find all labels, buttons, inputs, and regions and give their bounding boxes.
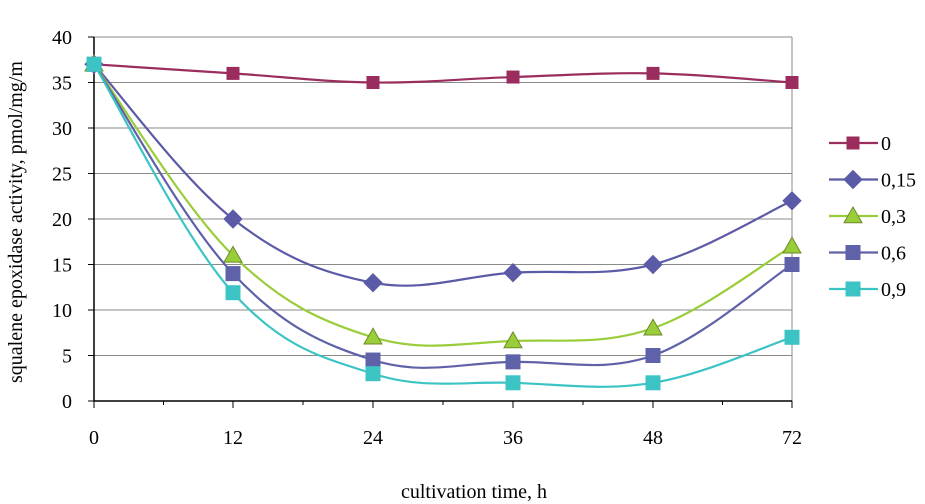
- data-point-marker: [782, 236, 802, 254]
- data-point-marker: [506, 70, 520, 84]
- data-point-marker: [505, 354, 521, 370]
- legend-marker: [845, 245, 861, 260]
- data-point-marker: [645, 375, 661, 391]
- data-point-marker: [363, 272, 383, 293]
- data-point-marker: [226, 66, 240, 80]
- series-line: [93, 63, 793, 84]
- data-point-marker: [782, 191, 802, 211]
- series-line: [93, 63, 793, 347]
- data-point-marker: [505, 375, 521, 391]
- legend-marker: [843, 169, 863, 190]
- legend-label: 0,6: [881, 243, 906, 265]
- y-tick-label: 25: [52, 164, 72, 186]
- series-5: [86, 56, 800, 391]
- x-tick-label: 72: [782, 427, 802, 449]
- data-point-marker: [643, 254, 663, 275]
- y-tick-label: 30: [52, 118, 72, 140]
- legend-label: 0,15: [881, 170, 916, 192]
- data-point-marker: [643, 318, 663, 336]
- data-point-marker: [365, 352, 381, 368]
- data-point-marker: [503, 262, 523, 283]
- series-1: [87, 57, 799, 89]
- legend-marker: [843, 205, 863, 224]
- legend: 0 0,15 0,3 0,6 0,9: [829, 133, 916, 301]
- legend-item: 0,6: [829, 243, 906, 265]
- data-point-marker: [223, 209, 243, 229]
- data-point-marker: [225, 285, 241, 301]
- x-tick-label: 12: [223, 427, 243, 449]
- y-tick-label: 10: [52, 300, 72, 322]
- data-point-marker: [784, 257, 800, 272]
- series-line: [93, 63, 793, 287]
- y-axis-ticks: 0 5 10 15 20 25 30 35 40: [52, 27, 95, 413]
- legend-label: 0,3: [881, 206, 906, 228]
- data-point-marker: [784, 329, 800, 345]
- legend-marker: [846, 136, 860, 150]
- data-point-marker: [225, 266, 241, 282]
- legend-item: 0: [829, 133, 891, 155]
- series-4: [86, 56, 800, 370]
- x-tick-label: 24: [363, 427, 383, 449]
- data-point-marker: [365, 366, 381, 382]
- y-tick-label: 15: [52, 255, 72, 277]
- legend-item: 0,15: [829, 170, 916, 192]
- series-line: [93, 63, 793, 388]
- y-tick-label: 35: [52, 73, 72, 95]
- data-point-marker: [366, 76, 380, 89]
- x-tick-label: 0: [89, 427, 99, 449]
- data-point-marker: [646, 66, 660, 80]
- x-axis-ticks: 0 12 24 36 48 72: [89, 400, 802, 449]
- y-axis-title: squalene epoxidase activity, pmol/mg/m: [5, 61, 27, 383]
- legend-item: 0,9: [829, 279, 906, 301]
- data-point-marker: [223, 245, 243, 263]
- legend-label: 0,9: [881, 279, 906, 301]
- legend-item: 0,3: [829, 205, 906, 228]
- y-tick-label: 40: [52, 27, 72, 49]
- y-tick-label: 5: [62, 346, 72, 368]
- series-layer: [84, 54, 802, 391]
- x-tick-label: 48: [643, 427, 663, 449]
- data-point-marker: [363, 327, 383, 345]
- data-point-marker: [86, 56, 102, 72]
- data-point-marker: [785, 76, 799, 89]
- data-point-marker: [645, 348, 661, 363]
- x-tick-label: 36: [503, 427, 523, 449]
- x-axis-title: cultivation time, h: [401, 481, 547, 503]
- legend-marker: [845, 281, 861, 297]
- y-tick-label: 20: [52, 209, 72, 231]
- series-3: [84, 54, 802, 349]
- data-point-marker: [503, 330, 523, 349]
- series-line: [93, 63, 793, 369]
- legend-label: 0: [881, 133, 891, 155]
- y-tick-label: 0: [62, 391, 72, 413]
